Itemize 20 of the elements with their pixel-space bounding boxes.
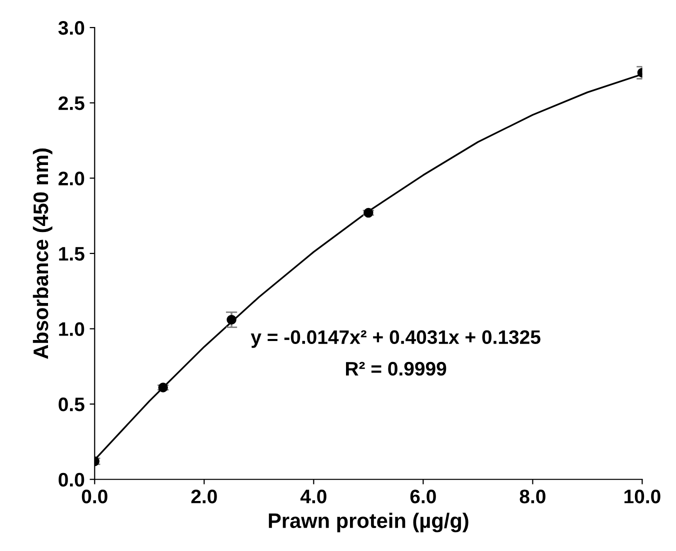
x-tick-label: 0.0 [82,490,108,504]
x-tick-label: 6.0 [410,490,436,504]
y-tick-label: 3.0 [58,21,84,35]
point [226,314,236,325]
x-tick-label: 8.0 [520,490,546,504]
y-tick-label: 2.5 [58,96,84,110]
y-tick-label: 1.5 [59,247,84,261]
y-tick-label: 0.0 [58,472,84,487]
y-tick-label: 1.0 [59,322,84,336]
x-tick-label: 4.0 [300,490,326,504]
x-tick-label: 2.0 [191,490,217,504]
y-tick-label: 0.5 [58,398,84,412]
annotation: y = -0.0147x² + 0.4031x + 0.1325 [250,330,540,348]
point [158,382,168,392]
y-tick-label: 2.0 [58,172,84,186]
y-axis-title: Absorbance (450 nm) [32,148,52,359]
x-axis-title: Prawn protein (µg/g) [268,512,468,532]
x-tick-label: 10.0 [624,490,660,504]
annotation: R² = 0.9999 [346,362,446,376]
point [364,208,374,218]
